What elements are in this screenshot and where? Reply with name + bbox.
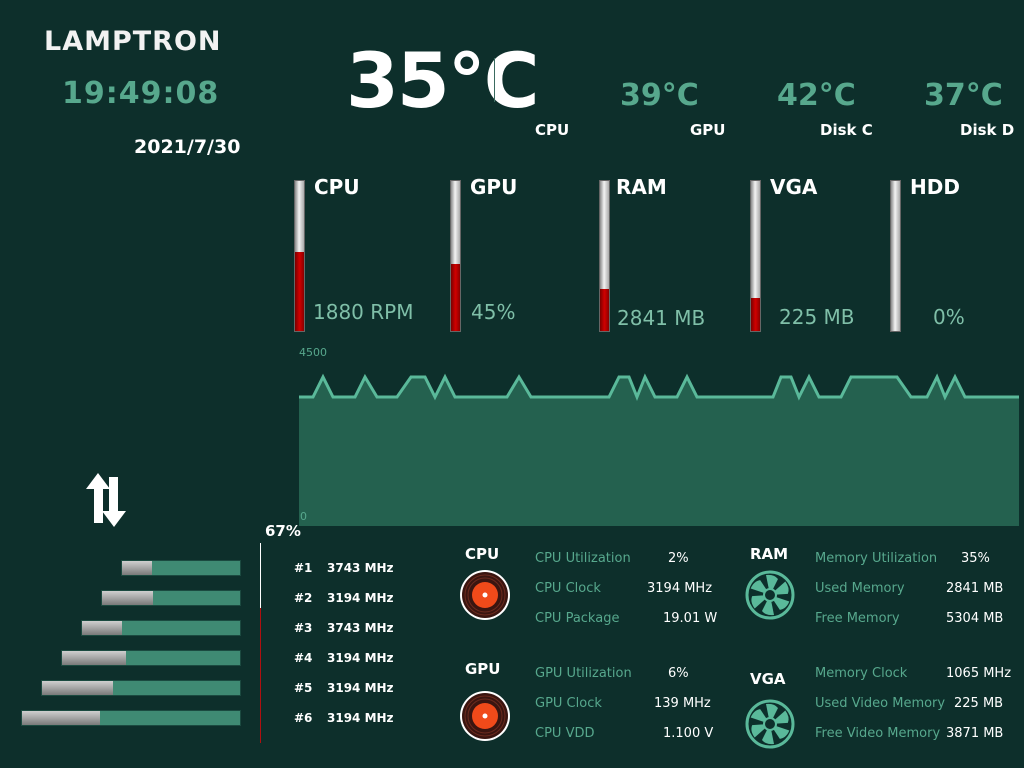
core-index: #2 [294,591,313,605]
cpu-utilization-value: 2% [668,551,689,566]
clock-time: 19:49:08 [62,76,220,111]
core-load [22,711,101,725]
core-load [122,561,152,575]
gpu-gauge [450,180,461,332]
core-frequency: 3743 MHz [327,621,394,635]
core-load [102,591,154,605]
cpu-package-value: 19.01 W [663,611,718,626]
vga-gauge-label: VGA [770,175,818,199]
vga-section-title: VGA [750,670,786,688]
core-frequency: 3194 MHz [327,591,394,605]
graph-y-min: 0 [300,510,307,523]
cpu-package-label: CPU Package [535,611,620,626]
core-bar [101,590,241,606]
vga-gauge-value: 225 MB [779,305,855,329]
core-frequency: 3194 MHz [327,681,394,695]
cpu-vdd-value: 1.100 V [663,726,714,741]
cpu-clock-label: CPU Clock [535,581,601,596]
memory-clock-value: 1065 MHz [946,666,1012,681]
disk-d-temperature: 37°C [924,78,1003,113]
core-bar [21,710,241,726]
memory-clock-label: Memory Clock [815,666,908,681]
gpu-clock-value: 139 MHz [654,696,711,711]
brand-logo: LAMPTRON [44,26,222,57]
ram-gauge [599,180,610,332]
gpu-section-title: GPU [465,660,501,678]
vinyl-disc-icon [460,570,510,620]
cpu-utilization-label: CPU Utilization [535,551,631,566]
cpu-vdd-label: CPU VDD [535,726,595,741]
vinyl-disc-icon [460,691,510,741]
ram-gauge-label: RAM [616,175,667,199]
core-load [62,651,127,665]
gpu-gauge-value: 45% [471,300,516,324]
usage-divider-bottom [260,608,261,743]
cpu-gauge-value: 1880 RPM [313,300,414,324]
used-video-memory-value: 225 MB [954,696,1004,711]
disk-c-temp-label: Disk C [820,121,873,139]
cpu-fan-gauge [294,180,305,332]
core-index: #4 [294,651,313,665]
core-frequency: 3743 MHz [327,561,394,575]
memory-utilization-value: 35% [961,551,990,566]
hdd-gauge-value: 0% [933,305,965,329]
gpu-temp-label: GPU [690,121,726,139]
ram-section-title: RAM [750,545,789,563]
free-video-memory-label: Free Video Memory [815,726,941,741]
gpu-clock-label: GPU Clock [535,696,602,711]
hdd-gauge-label: HDD [910,175,960,199]
used-video-memory-label: Used Video Memory [815,696,946,711]
usage-percent: 67% [265,522,301,540]
core-index: #6 [294,711,313,725]
cpu-temperature: 35°C [346,36,540,125]
gpu-utilization-label: GPU Utilization [535,666,632,681]
core-index: #1 [294,561,313,575]
core-index: #5 [294,681,313,695]
graph-y-max: 4500 [299,346,327,359]
core-load [42,681,114,695]
gauge-fill [751,298,760,331]
hdd-gauge [890,180,901,332]
cpu-section-title: CPU [465,545,500,563]
core-load [82,621,122,635]
up-down-arrows-icon [86,473,126,527]
memory-utilization-label: Memory Utilization [815,551,938,566]
cpu-temp-label: CPU [535,121,570,139]
cpu-clock-value: 3194 MHz [647,581,713,596]
free-memory-value: 5304 MB [946,611,1004,626]
gpu-gauge-label: GPU [470,175,518,199]
ram-gauge-value: 2841 MB [617,306,706,330]
gauge-fill [451,263,460,331]
history-graph [299,373,1019,526]
vga-gauge [750,180,761,332]
gauge-fill [600,289,609,331]
core-bar [61,650,241,666]
free-memory-label: Free Memory [815,611,900,626]
used-memory-label: Used Memory [815,581,905,596]
gauge-fill [295,251,304,331]
fan-icon [745,699,795,749]
free-video-memory-value: 3871 MB [946,726,1004,741]
core-frequency: 3194 MHz [327,651,394,665]
disk-d-temp-label: Disk D [960,121,1015,139]
history-line [299,373,1019,402]
fan-icon [745,570,795,620]
gpu-utilization-value: 6% [668,666,689,681]
disk-c-temperature: 42°C [777,78,856,113]
used-memory-value: 2841 MB [946,581,1004,596]
core-frequency: 3194 MHz [327,711,394,725]
core-bar [81,620,241,636]
usage-divider-top [260,543,261,608]
clock-date: 2021/7/30 [134,136,241,158]
cpu-gauge-label: CPU [314,175,360,199]
core-index: #3 [294,621,313,635]
temp-divider [494,58,495,102]
core-bar [121,560,241,576]
gpu-temperature: 39°C [620,78,699,113]
history-area [299,377,1019,526]
core-bar [41,680,241,696]
